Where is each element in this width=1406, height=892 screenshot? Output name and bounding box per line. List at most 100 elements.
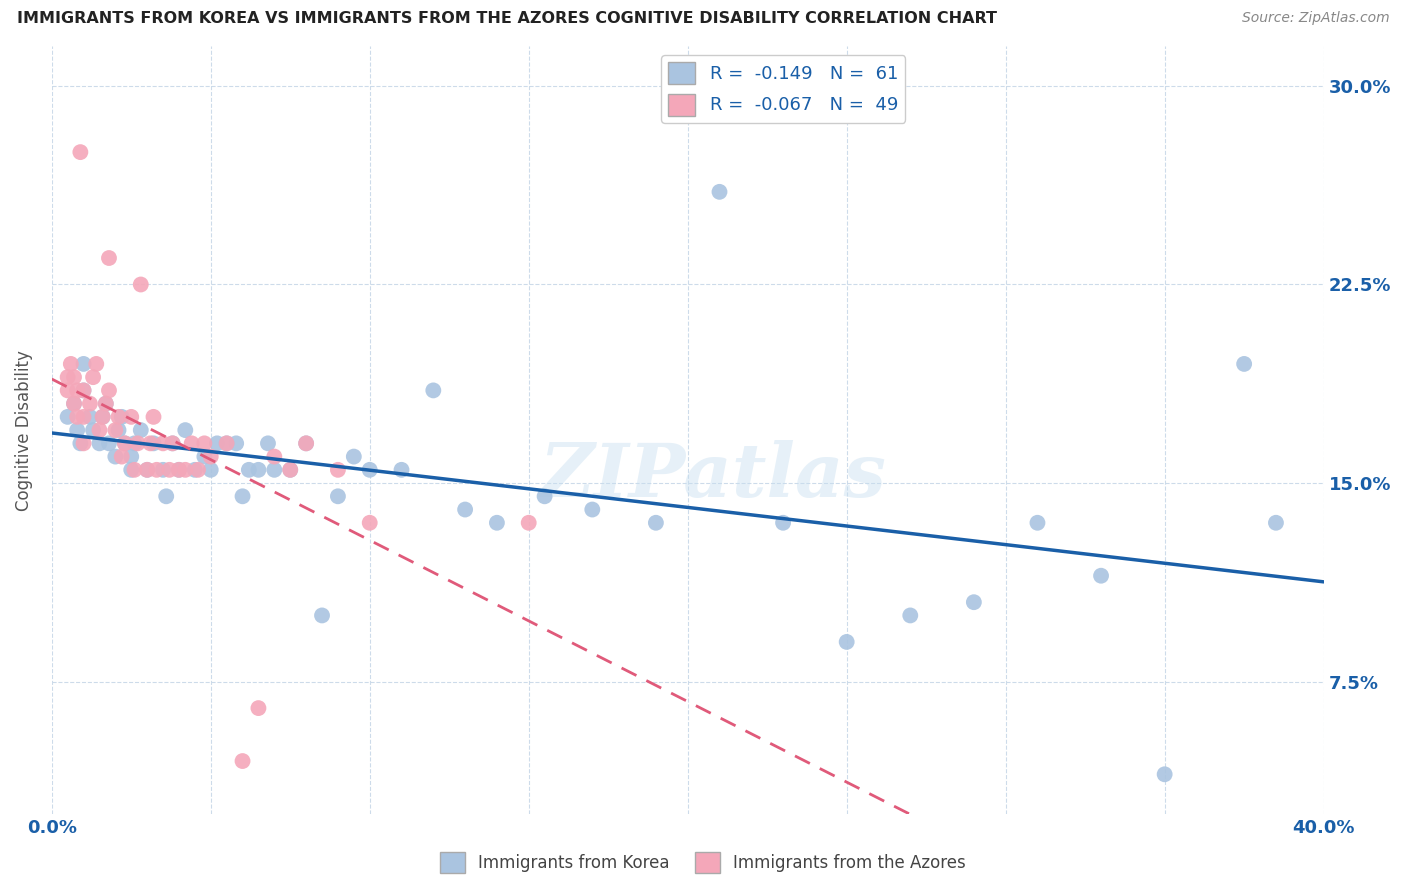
Point [127, 436, 149, 450]
Point [359, 463, 381, 477]
Point [82, 370, 104, 384]
Point [69, 436, 91, 450]
Point [263, 463, 285, 477]
Point [120, 463, 142, 477]
Point [709, 185, 731, 199]
Point [200, 450, 222, 464]
Point [98, 436, 121, 450]
Point [533, 489, 555, 503]
Point [59, 357, 82, 371]
Point [295, 436, 318, 450]
Point [145, 463, 167, 477]
Point [231, 754, 253, 768]
Point [139, 436, 162, 450]
Point [238, 463, 260, 477]
Point [1153, 767, 1175, 781]
Point [124, 436, 146, 450]
Point [82, 423, 104, 437]
Point [326, 463, 349, 477]
Point [225, 436, 247, 450]
Text: IMMIGRANTS FROM KOREA VS IMMIGRANTS FROM THE AZORES COGNITIVE DISABILITY CORRELA: IMMIGRANTS FROM KOREA VS IMMIGRANTS FROM… [17, 11, 997, 26]
Point [142, 436, 165, 450]
Point [63, 397, 86, 411]
Point [174, 463, 197, 477]
Point [263, 450, 285, 464]
Y-axis label: Cognitive Disability: Cognitive Disability [15, 350, 32, 510]
Point [581, 502, 603, 516]
Point [295, 436, 318, 450]
Point [104, 450, 127, 464]
Point [167, 463, 190, 477]
Point [66, 384, 89, 398]
Point [63, 370, 86, 384]
Point [107, 423, 129, 437]
Point [66, 423, 89, 437]
Point [193, 436, 215, 450]
Point [114, 436, 136, 450]
Point [152, 436, 174, 450]
Point [72, 409, 94, 424]
Point [111, 450, 134, 464]
Point [215, 436, 238, 450]
Point [644, 516, 666, 530]
Point [278, 463, 301, 477]
Point [184, 463, 207, 477]
Point [200, 463, 222, 477]
Point [215, 436, 238, 450]
Point [104, 423, 127, 437]
Point [326, 489, 349, 503]
Point [898, 608, 921, 623]
Point [91, 409, 114, 424]
Point [120, 409, 142, 424]
Text: ZIPatlas: ZIPatlas [540, 440, 887, 512]
Point [142, 409, 165, 424]
Point [205, 436, 228, 450]
Point [98, 384, 121, 398]
Point [111, 409, 134, 424]
Point [124, 463, 146, 477]
Point [63, 397, 86, 411]
Point [1026, 516, 1049, 530]
Point [257, 436, 280, 450]
Point [963, 595, 986, 609]
Point [180, 436, 202, 450]
Point [56, 370, 79, 384]
Point [517, 516, 540, 530]
Legend: R =  -0.149   N =  61, R =  -0.067   N =  49: R = -0.149 N = 61, R = -0.067 N = 49 [661, 55, 905, 123]
Point [152, 463, 174, 477]
Point [72, 357, 94, 371]
Point [91, 409, 114, 424]
Point [278, 463, 301, 477]
Point [89, 436, 111, 450]
Text: Source: ZipAtlas.com: Source: ZipAtlas.com [1241, 11, 1389, 25]
Point [69, 145, 91, 160]
Point [167, 463, 190, 477]
Point [107, 409, 129, 424]
Point [391, 463, 413, 477]
Point [94, 397, 117, 411]
Point [56, 409, 79, 424]
Point [114, 436, 136, 450]
Point [129, 277, 152, 292]
Point [155, 489, 177, 503]
Point [79, 397, 101, 411]
Point [311, 608, 333, 623]
Point [94, 397, 117, 411]
Point [247, 701, 270, 715]
Point [231, 489, 253, 503]
Point [98, 251, 121, 265]
Point [79, 409, 101, 424]
Point [120, 450, 142, 464]
Point [56, 384, 79, 398]
Point [187, 463, 209, 477]
Point [835, 635, 858, 649]
Point [72, 384, 94, 398]
Point [66, 409, 89, 424]
Point [485, 516, 508, 530]
Point [157, 463, 180, 477]
Point [1233, 357, 1256, 371]
Point [72, 436, 94, 450]
Legend: Immigrants from Korea, Immigrants from the Azores: Immigrants from Korea, Immigrants from t… [433, 846, 973, 880]
Point [422, 384, 444, 398]
Point [772, 516, 794, 530]
